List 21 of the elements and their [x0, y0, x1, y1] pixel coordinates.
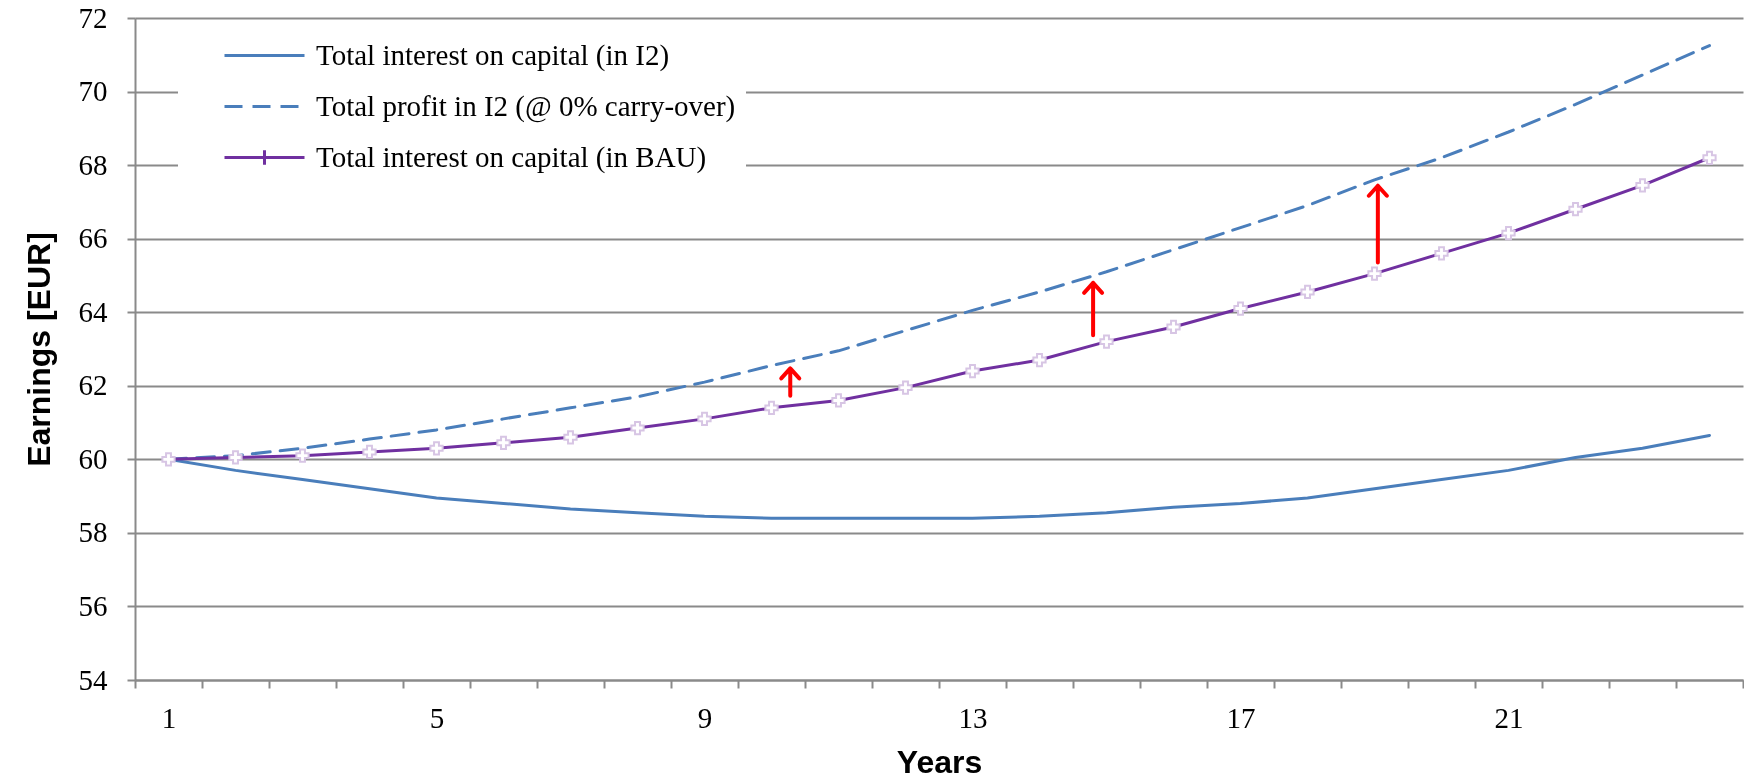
y-tick-label: 70 — [78, 75, 108, 108]
x-axis-title: Years — [896, 743, 983, 773]
x-tick-label: 9 — [697, 701, 713, 734]
legend-label: Total interest on capital (in BAU) — [316, 140, 707, 174]
x-tick-label: 13 — [958, 701, 988, 734]
x-tick-label: 17 — [1226, 701, 1256, 734]
y-tick-label: 58 — [78, 516, 108, 549]
y-tick-label: 62 — [78, 369, 108, 402]
y-tick-label: 56 — [78, 589, 108, 622]
x-tick-label: 5 — [429, 701, 445, 734]
y-tick-label: 68 — [78, 148, 108, 181]
y-tick-label: 66 — [78, 222, 108, 255]
legend-label: Total profit in I2 (@ 0% carry-over) — [316, 89, 736, 123]
y-tick-label: 64 — [78, 295, 108, 328]
x-tick-label: 21 — [1494, 701, 1524, 734]
legend-label: Total interest on capital (in I2) — [316, 38, 670, 72]
x-tick-label: 1 — [161, 701, 177, 734]
y-tick-label: 54 — [78, 663, 108, 696]
y-tick-label: 72 — [78, 1, 108, 34]
y-tick-label: 60 — [78, 442, 108, 475]
y-axis-title: Earnings [EUR] — [20, 232, 57, 467]
